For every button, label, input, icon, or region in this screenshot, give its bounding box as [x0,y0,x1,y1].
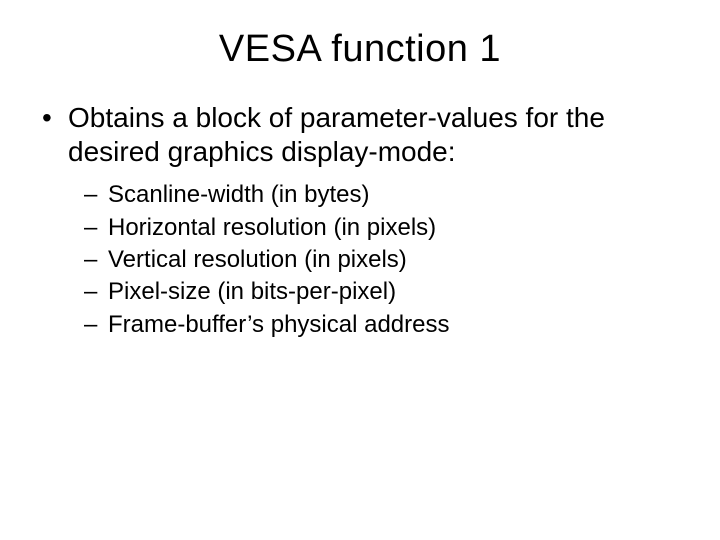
sub-bullet-item: Frame-buffer’s physical address [84,309,680,341]
slide-title: VESA function 1 [0,0,720,101]
sub-bullet-text: Frame-buffer’s physical address [108,311,449,338]
bullet-text: Obtains a block of parameter-values for … [68,102,605,167]
sub-bullet-item: Scanline-width (in bytes) [84,179,680,211]
slide-body: Obtains a block of parameter-values for … [0,101,720,341]
sub-bullet-text: Vertical resolution (in pixels) [108,246,407,273]
sub-bullet-item: Vertical resolution (in pixels) [84,244,680,276]
sub-bullet-item: Horizontal resolution (in pixels) [84,212,680,244]
bullet-item: Obtains a block of parameter-values for … [40,101,680,341]
sub-bullet-text: Pixel-size (in bits-per-pixel) [108,278,396,305]
sub-bullet-item: Pixel-size (in bits-per-pixel) [84,276,680,308]
sub-bullet-text: Horizontal resolution (in pixels) [108,214,436,241]
slide: VESA function 1 Obtains a block of param… [0,0,720,540]
sub-bullet-text: Scanline-width (in bytes) [108,181,369,208]
sub-bullet-list: Scanline-width (in bytes) Horizontal res… [68,179,680,341]
bullet-list: Obtains a block of parameter-values for … [40,101,680,341]
